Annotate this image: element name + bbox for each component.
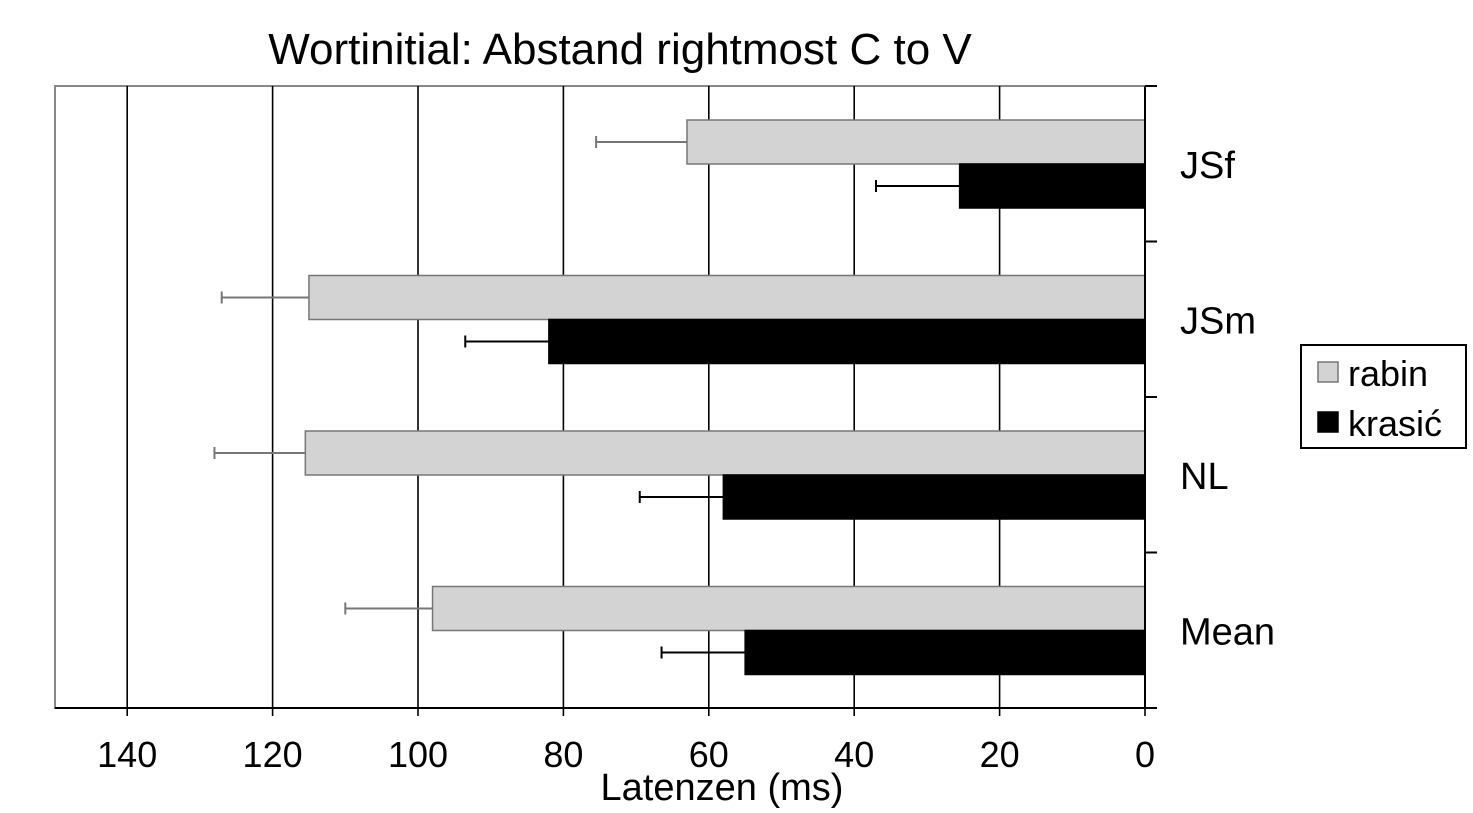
bar-rabin-JSf (686, 119, 1146, 165)
category-label: Mean (1180, 611, 1275, 653)
x-tick-label: 60 (689, 734, 729, 775)
x-tick-label: 140 (97, 734, 157, 775)
x-axis-label: Latenzen (ms) (601, 767, 844, 809)
category-label: JSf (1180, 145, 1235, 187)
x-tick-labels: 140 120 100 80 60 40 20 0 (97, 734, 1155, 775)
x-tick-label: 120 (243, 734, 303, 775)
x-tick-label: 80 (543, 734, 583, 775)
category-label: JSm (1180, 300, 1256, 342)
chart-title: Wortinitial: Abstand rightmost C to V (268, 25, 972, 74)
x-tick-label: 40 (834, 734, 874, 775)
bar-krasić-JSf (958, 163, 1146, 209)
bars (213, 119, 1146, 676)
x-tick-label: 100 (388, 734, 448, 775)
legend-swatch (1317, 361, 1339, 383)
x-tick-label: 0 (1135, 734, 1155, 775)
legend-label: rabin (1348, 353, 1428, 394)
legend-swatch (1317, 411, 1339, 433)
bar-rabin-Mean (431, 585, 1146, 632)
category-labels: JSf JSm NL Mean (1180, 145, 1275, 654)
axes (55, 85, 1157, 716)
category-label: NL (1180, 456, 1229, 498)
legend: rabin krasić (1300, 344, 1467, 449)
bar-krasić-NL (722, 474, 1146, 520)
bar-rabin-NL (304, 430, 1146, 476)
legend-label: krasić (1348, 403, 1442, 444)
bar-krasić-JSm (548, 318, 1146, 365)
bar-rabin-JSm (308, 274, 1146, 321)
x-tick-label: 20 (980, 734, 1020, 775)
bar-krasić-Mean (744, 629, 1146, 676)
